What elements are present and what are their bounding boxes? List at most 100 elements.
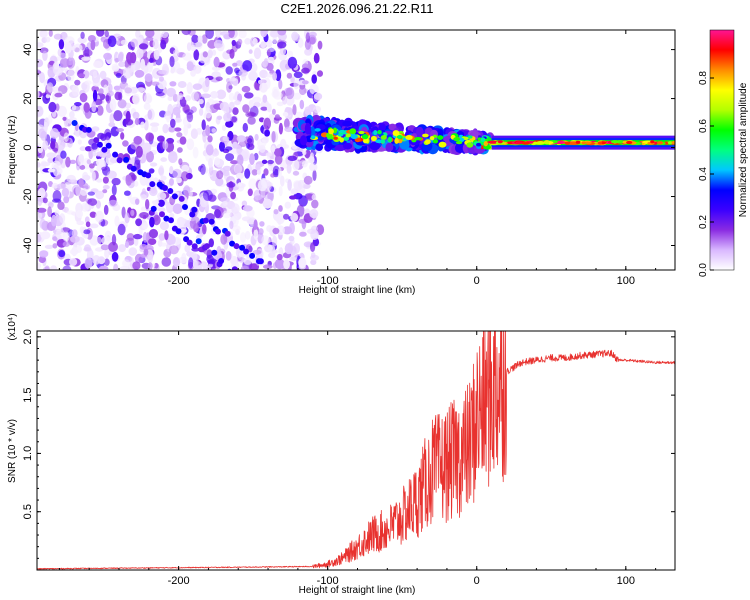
noise-blob (226, 181, 236, 188)
noise-blob (258, 228, 264, 235)
y-tick-label: -20 (22, 189, 34, 205)
noise-blob (140, 206, 147, 212)
noise-blob (262, 198, 273, 209)
noise-blob (198, 98, 204, 105)
noise-blob (309, 163, 318, 172)
band-core (314, 128, 321, 132)
noise-blob (213, 56, 220, 68)
noise-blob (47, 168, 56, 173)
noise-blob (244, 92, 254, 99)
noise-blob (177, 147, 183, 153)
noise-blob (132, 261, 141, 270)
noise-streak (182, 204, 188, 210)
band-core (349, 128, 357, 135)
noise-blob (73, 43, 83, 53)
noise-blob (145, 132, 155, 142)
noise-blob (193, 261, 202, 270)
noise-blob (311, 74, 318, 84)
noise-blob (193, 49, 200, 61)
noise-streak (105, 142, 112, 149)
noise-blob (220, 197, 230, 203)
noise-blob (278, 122, 283, 135)
noise-blob (37, 212, 43, 219)
noise-blob (60, 150, 67, 159)
noise-blob (228, 92, 235, 101)
noise-blob (55, 229, 66, 240)
noise-blob (222, 200, 228, 207)
noise-blob (271, 249, 278, 254)
noise-blob (207, 259, 216, 265)
noise-blob (299, 99, 305, 110)
noise-blob (311, 199, 319, 209)
noise-blob (91, 85, 99, 93)
noise-blob (69, 258, 78, 266)
noise-blob (202, 224, 207, 235)
noise-blob (43, 121, 48, 132)
noise-blob (274, 148, 282, 157)
noise-blob (64, 36, 75, 45)
noise-blob (132, 93, 140, 105)
noise-blob (203, 249, 213, 255)
noise-blob (79, 146, 87, 152)
noise-blob (149, 122, 160, 127)
band-core (373, 130, 378, 136)
noise-blob (249, 153, 255, 166)
noise-blob (37, 42, 44, 48)
noise-blob (211, 128, 217, 133)
noise-blob (219, 141, 225, 152)
noise-blob (172, 49, 180, 58)
noise-blob (257, 179, 267, 192)
noise-blob (286, 50, 294, 58)
noise-blob (215, 30, 222, 38)
noise-blob (260, 41, 267, 49)
noise-blob (103, 84, 108, 95)
noise-blob (296, 204, 305, 217)
noise-blob (278, 186, 283, 197)
band-core (328, 128, 334, 135)
noise-blob (101, 166, 108, 171)
noise-streak (267, 298, 273, 304)
noise-blob (53, 61, 60, 70)
y-tick-label: 20 (22, 92, 34, 104)
noise-blob (49, 127, 60, 139)
noise-blob (236, 145, 242, 155)
noise-blob (232, 141, 238, 149)
noise-blob (249, 263, 260, 270)
noise-blob (262, 60, 269, 68)
band-core (350, 134, 358, 140)
snr-xlabel: Height of straight line (km) (299, 585, 416, 596)
noise-blob (136, 48, 144, 59)
noise-streak (130, 165, 137, 172)
noise-blob (198, 108, 204, 116)
colorbar-tick-label: 0.6 (698, 119, 709, 133)
noise-blob (302, 183, 311, 190)
noise-blob (172, 106, 181, 116)
noise-blob (96, 178, 103, 183)
noise-blob (82, 49, 93, 57)
noise-blob (77, 73, 86, 78)
noise-blob (168, 151, 178, 163)
noise-blob (181, 252, 187, 263)
noise-blob (257, 138, 267, 148)
noise-blob (90, 39, 96, 51)
band-core (396, 135, 403, 139)
band-core (392, 130, 400, 137)
noise-blob (220, 31, 230, 36)
noise-blob (293, 181, 302, 191)
noise-blob (99, 70, 107, 80)
snr-panel: -200 -100 0 100 0.5 1.0 1.5 2.0 Height of strai… (7, 313, 676, 596)
noise-blob (290, 78, 295, 83)
noise-blob (158, 167, 164, 176)
noise-blob (272, 235, 278, 247)
noise-blob (149, 162, 158, 167)
noise-blob (293, 71, 303, 79)
noise-blob (232, 62, 238, 67)
noise-blob (84, 257, 93, 270)
band-core (425, 139, 431, 145)
noise-blob (272, 91, 283, 100)
noise-blob (152, 214, 161, 226)
noise-blob (229, 220, 234, 230)
noise-streak (253, 283, 259, 289)
noise-streak (233, 243, 240, 250)
